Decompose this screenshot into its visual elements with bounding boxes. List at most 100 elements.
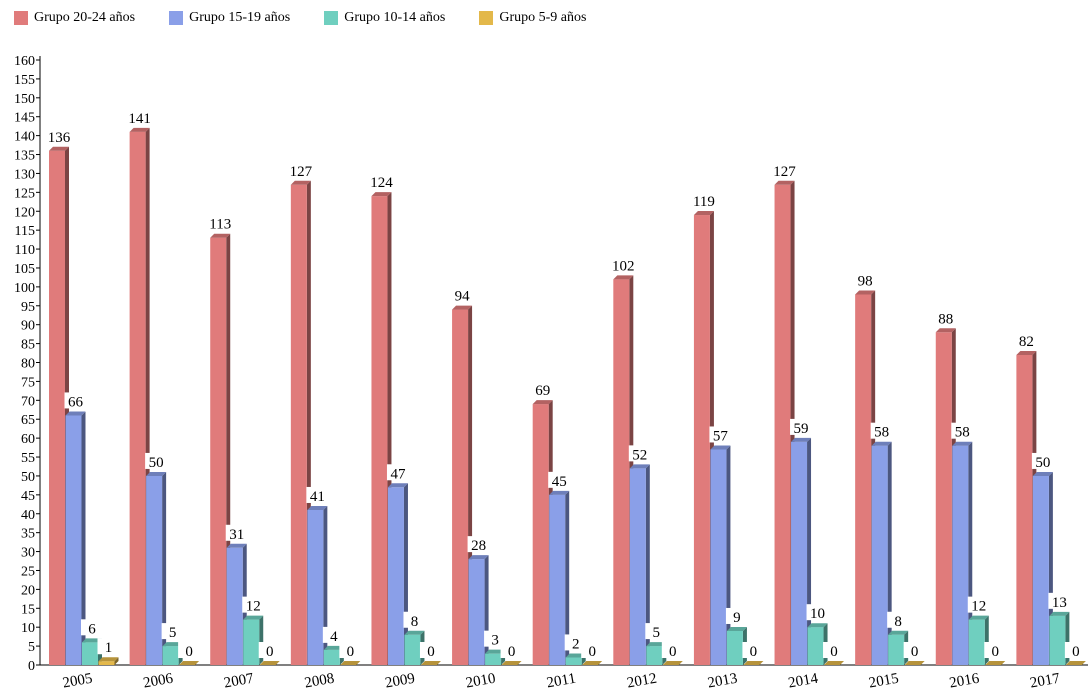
legend-item-5-9: Grupo 5-9 años xyxy=(479,10,586,26)
bar-top xyxy=(179,661,200,665)
x-tick-label: 2016 xyxy=(948,670,981,691)
legend-label: Grupo 5-9 años xyxy=(499,10,587,25)
data-label-bg xyxy=(386,464,409,481)
bar-front xyxy=(968,619,985,665)
data-label: 8 xyxy=(894,614,902,630)
bar-front xyxy=(290,184,307,665)
bar xyxy=(420,661,441,665)
bar-front xyxy=(146,475,163,665)
data-label-bg xyxy=(161,623,184,640)
data-label-bg xyxy=(790,418,813,435)
data-label-bg xyxy=(934,309,957,326)
bar-side xyxy=(645,464,650,665)
data-label: 41 xyxy=(310,489,325,505)
bar-top xyxy=(646,642,667,647)
bar-top xyxy=(855,290,876,295)
y-tick-label: 105 xyxy=(14,262,35,277)
y-tick-label: 115 xyxy=(15,224,35,239)
bar-front xyxy=(1016,354,1033,665)
y-tick-label: 140 xyxy=(14,130,35,145)
bar-top xyxy=(710,445,731,450)
data-label-bg xyxy=(339,642,362,658)
bar-top xyxy=(146,471,167,476)
bar-front xyxy=(532,404,549,665)
bar-top xyxy=(307,505,328,510)
data-label-bg xyxy=(1015,331,1038,348)
bar-top xyxy=(420,661,441,665)
y-tick-label: 45 xyxy=(21,489,35,504)
bar-front xyxy=(726,630,743,665)
bar-top xyxy=(501,661,522,665)
bar-front xyxy=(243,619,260,665)
bar-top xyxy=(904,661,925,665)
y-tick-label: 130 xyxy=(14,167,35,182)
bar-top xyxy=(968,615,989,620)
bar xyxy=(501,661,522,665)
data-label: 5 xyxy=(169,625,177,641)
bar-top xyxy=(49,146,69,151)
data-label-bg xyxy=(887,611,910,628)
bar-top xyxy=(387,483,408,488)
y-tick-label: 70 xyxy=(21,394,35,409)
bar-top xyxy=(1049,611,1070,616)
bar-top xyxy=(162,642,183,647)
data-label-bg xyxy=(581,642,604,658)
data-label: 0 xyxy=(508,644,516,660)
data-label-bg xyxy=(500,642,523,658)
data-label-bg xyxy=(225,524,248,541)
bar-front xyxy=(387,487,404,665)
bar-side xyxy=(565,490,570,665)
bar-top xyxy=(532,400,553,405)
bar xyxy=(662,661,683,665)
data-label: 113 xyxy=(209,217,231,233)
bar-top xyxy=(98,657,119,662)
bar-top xyxy=(371,192,392,197)
bar-front xyxy=(452,309,469,665)
data-label-bg xyxy=(81,619,103,636)
bar-top xyxy=(468,555,489,560)
bar-top xyxy=(1065,661,1086,665)
bar-top xyxy=(290,180,311,185)
bar-top xyxy=(774,180,795,185)
bar xyxy=(1065,661,1086,665)
bar-top xyxy=(129,127,150,132)
bar-top xyxy=(210,233,231,238)
bar-top xyxy=(871,441,892,446)
data-label: 12 xyxy=(246,599,261,615)
y-tick-label: 55 xyxy=(21,451,35,466)
data-label-bg xyxy=(1048,592,1071,609)
data-label: 119 xyxy=(693,194,715,210)
data-label-bg xyxy=(951,422,974,439)
data-label-bg xyxy=(419,642,442,658)
bar-top xyxy=(1016,350,1037,355)
data-label: 0 xyxy=(750,644,758,660)
data-label: 10 xyxy=(810,606,825,622)
bar-front xyxy=(82,642,98,665)
y-tick-label: 20 xyxy=(21,583,35,598)
data-label: 5 xyxy=(653,625,661,641)
bar-front xyxy=(855,294,872,665)
y-tick-label: 50 xyxy=(21,470,35,485)
bar-front xyxy=(888,634,905,665)
data-label: 94 xyxy=(455,289,471,305)
data-label: 0 xyxy=(347,644,355,660)
bar-top xyxy=(65,411,86,416)
data-label: 58 xyxy=(955,425,970,441)
legend-label: Grupo 20-24 años xyxy=(34,10,136,25)
bar-front xyxy=(791,441,808,665)
data-label: 141 xyxy=(128,111,151,127)
bar-front xyxy=(693,215,710,665)
bar xyxy=(824,661,845,665)
data-label: 82 xyxy=(1019,334,1034,350)
bar-side xyxy=(323,505,328,665)
x-tick-label: 2010 xyxy=(465,671,497,692)
y-tick-label: 145 xyxy=(14,111,35,126)
data-label: 1 xyxy=(105,640,113,656)
bar-front xyxy=(210,237,227,665)
bar-top xyxy=(888,630,909,635)
bar xyxy=(307,505,328,665)
data-label: 28 xyxy=(471,538,486,554)
bar-top xyxy=(259,661,280,665)
y-tick-label: 10 xyxy=(21,621,35,636)
bar-front xyxy=(710,449,727,665)
